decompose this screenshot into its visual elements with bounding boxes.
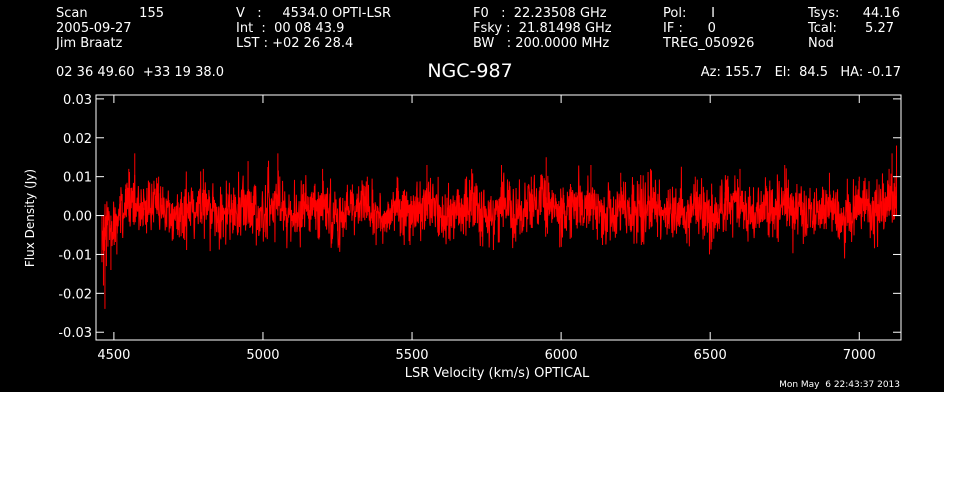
- source-coordinates: 02 36 49.60 +33 19 38.0: [56, 65, 225, 80]
- spectrum-chart: 4500 5000 5500 6000 6500 7000 -0.03 -0.02 -0.01…: [23, 93, 902, 381]
- y-tick-label: 0.02: [63, 132, 92, 147]
- x-axis-ticks: 4500 5000 5500 6000 6500 7000: [97, 95, 876, 363]
- x-tick-label: 6500: [694, 348, 727, 363]
- observation-date: 2005-09-27: [56, 21, 132, 36]
- source-name: NGC-987: [427, 60, 513, 82]
- switching-mode: Nod: [808, 36, 834, 51]
- y-tick-label: -0.02: [58, 287, 92, 302]
- project-id: TREG_050926: [663, 36, 755, 51]
- timestamp: Mon May 6 22:43:37 2013: [779, 380, 900, 390]
- x-tick-label: 6000: [545, 348, 578, 363]
- y-tick-label: 0.00: [63, 210, 92, 225]
- tcal-value: 5.27: [865, 21, 894, 36]
- y-tick-label: 0.01: [63, 171, 92, 186]
- observer-name: Jim Braatz: [56, 36, 123, 51]
- x-tick-label: 4500: [97, 348, 130, 363]
- spectrum-trace: [101, 160, 898, 259]
- tcal-label: Tcal:: [808, 21, 837, 36]
- plot-frame: [95, 94, 902, 341]
- x-axis-label: LSR Velocity (km/s) OPTICAL: [405, 366, 590, 381]
- lst-readout: LST : +02 26 28.4: [236, 36, 354, 51]
- rest-frequency: F0 : 22.23508 GHz: [473, 6, 607, 21]
- polarization: Pol: I: [663, 6, 715, 21]
- y-tick-label: -0.01: [58, 248, 92, 263]
- y-axis-label: Flux Density (Jy): [23, 169, 37, 267]
- bandwidth: BW : 200.0000 MHz: [473, 36, 610, 51]
- y-tick-label: -0.03: [58, 326, 92, 341]
- x-tick-label: 5000: [246, 348, 279, 363]
- tsys-label: Tsys:: [808, 6, 840, 21]
- y-tick-label: 0.03: [63, 93, 92, 108]
- az-el-ha-readout: Az: 155.7 El: 84.5 HA: -0.17: [700, 65, 901, 80]
- plot-panel: Scan 155 2005-09-27 Jim Braatz V : 4534.…: [0, 0, 944, 392]
- x-tick-label: 5500: [395, 348, 428, 363]
- if-number: IF : 0: [663, 21, 716, 36]
- y-axis-ticks: -0.03 -0.02 -0.01 0.00 0.01 0.02 0.03: [58, 93, 901, 341]
- scan-label: Scan: [56, 6, 88, 21]
- integration-time: Int : 00 08 43.9: [236, 21, 345, 36]
- velocity-readout: V : 4534.0 OPTI-LSR: [236, 6, 392, 21]
- spectrum-layer: [101, 145, 898, 309]
- x-tick-label: 7000: [843, 348, 876, 363]
- tsys-value: 44.16: [862, 6, 900, 21]
- sky-frequency: Fsky : 21.81498 GHz: [473, 21, 612, 36]
- scan-number: 155: [139, 6, 164, 21]
